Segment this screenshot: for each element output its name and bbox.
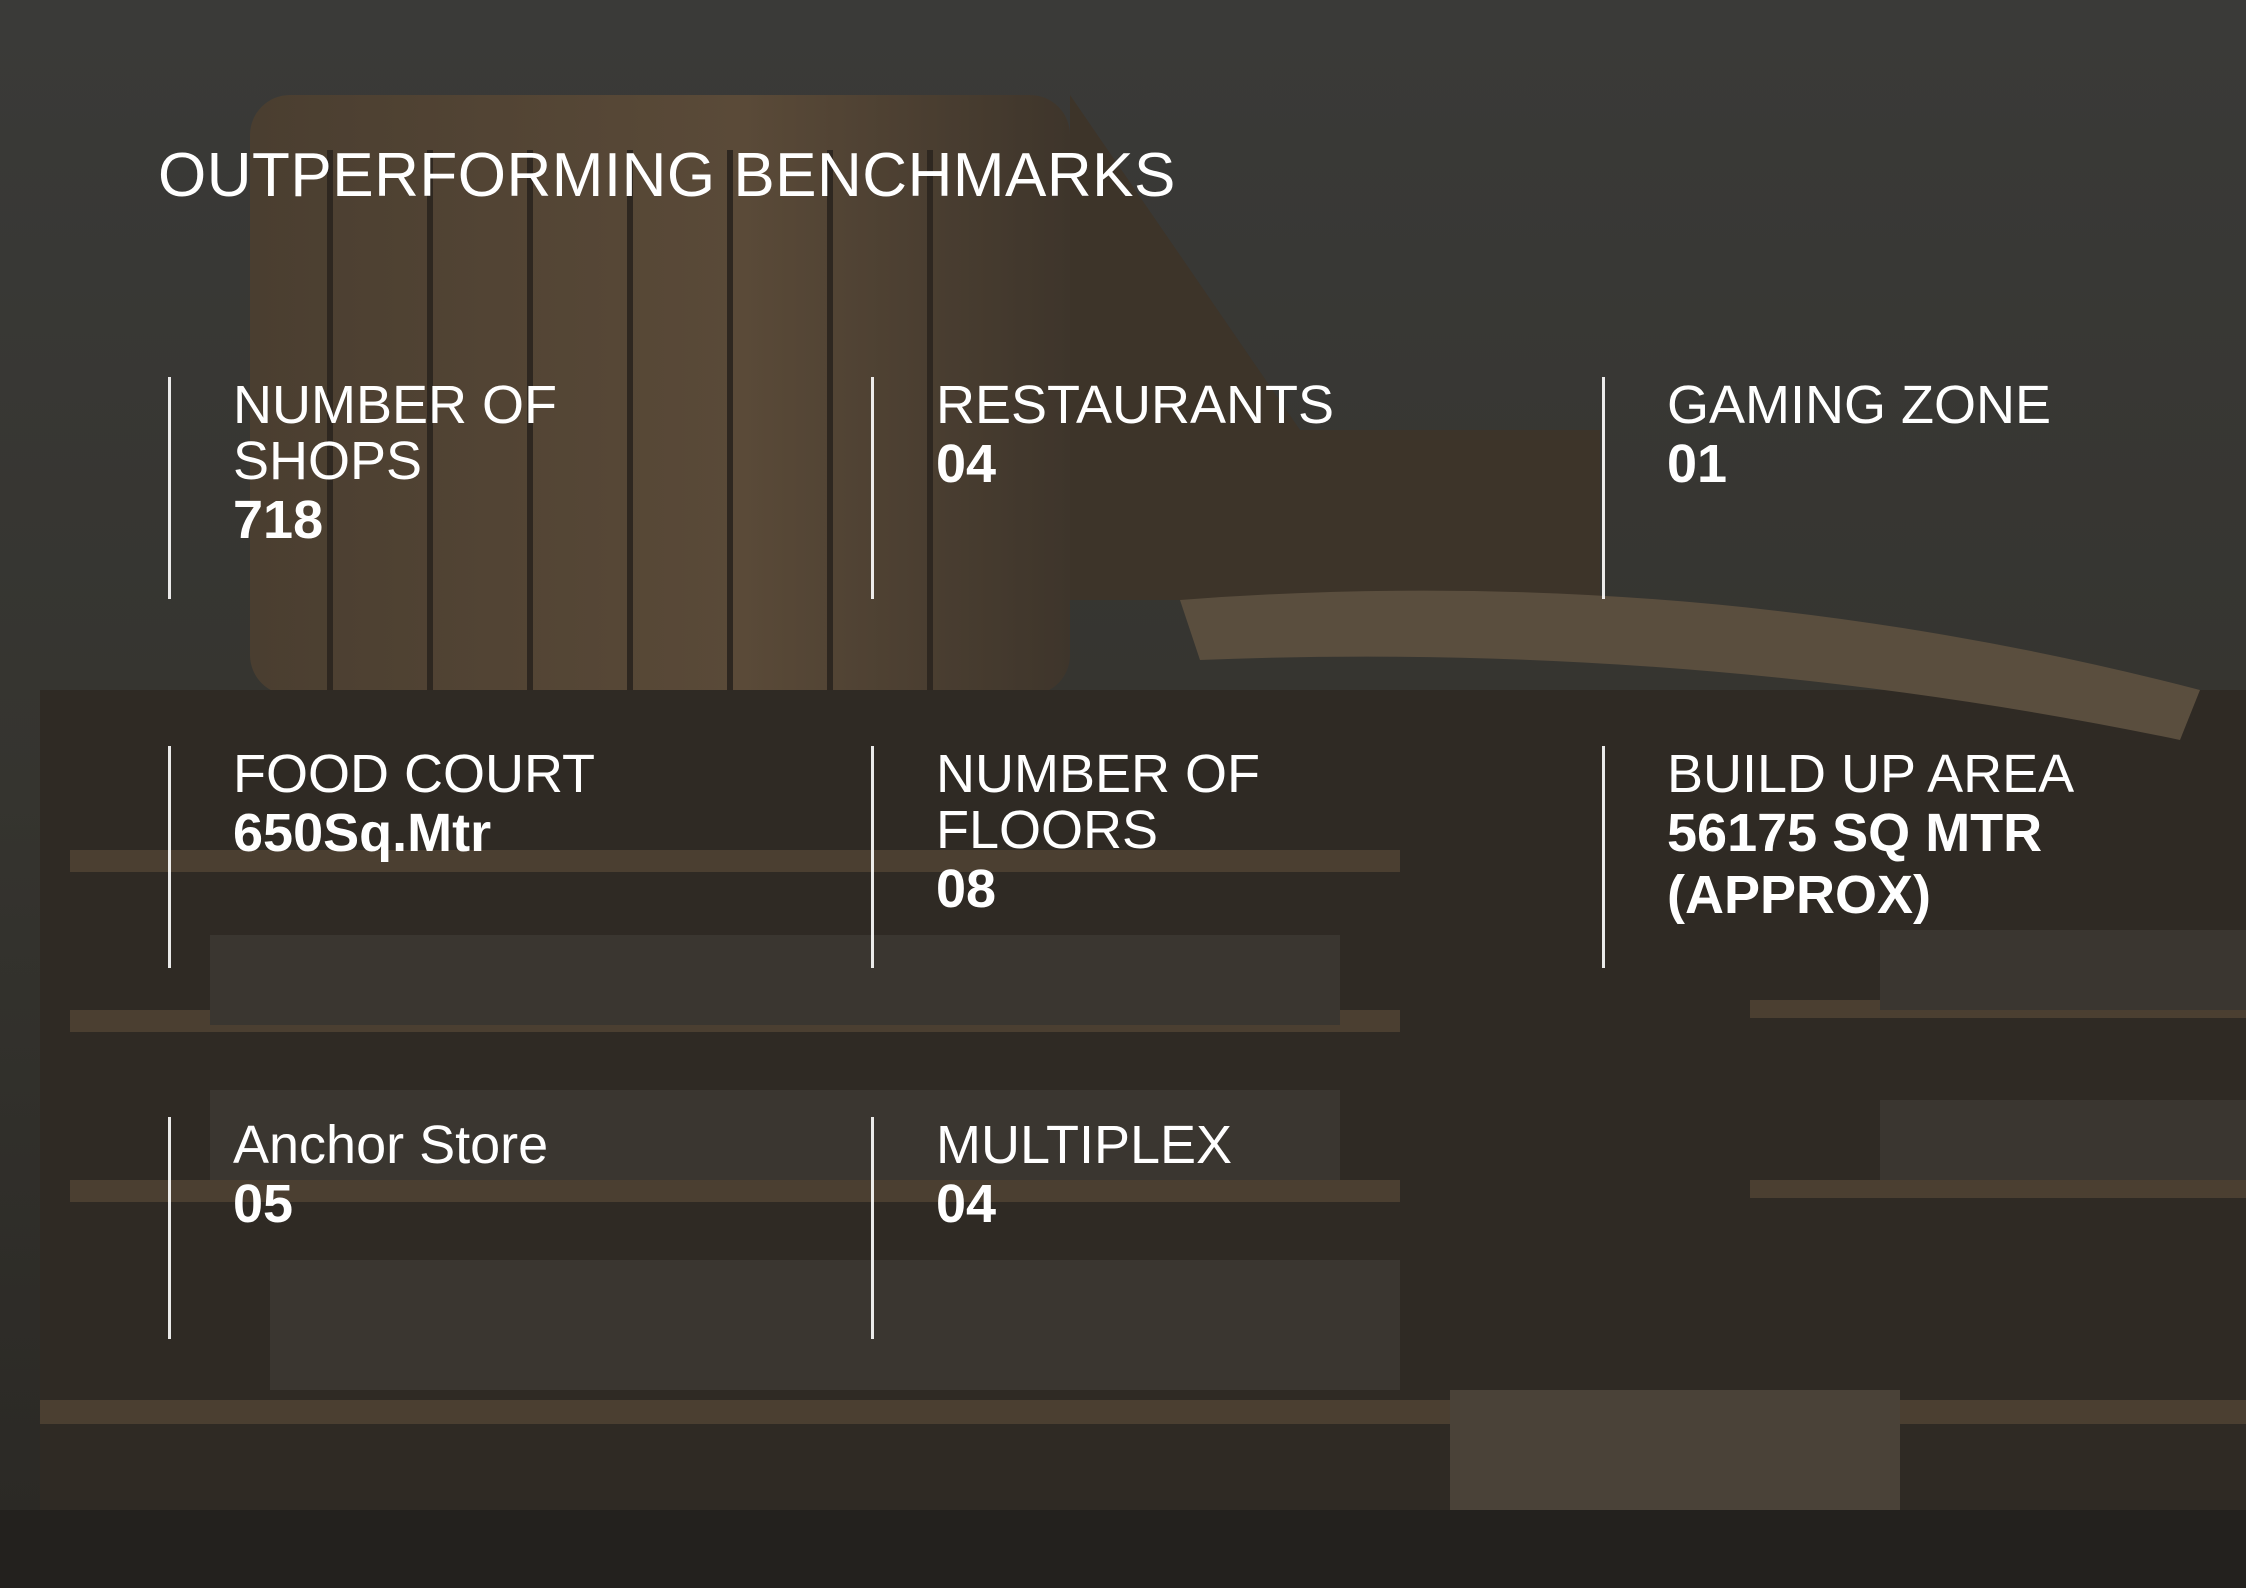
title: OUTPERFORMING BENCHMARKS bbox=[158, 140, 1176, 211]
stat-label: NUMBER OF FLOORS bbox=[936, 744, 1260, 860]
stat-value: 04 bbox=[936, 433, 1376, 495]
stat-label: MULTIPLEX bbox=[936, 1115, 1232, 1175]
stat-value: 56175 SQ MTR (APPROX) bbox=[1667, 802, 2107, 926]
stat-value: 04 bbox=[936, 1173, 1376, 1235]
stat-label: BUILD UP AREA bbox=[1667, 744, 2074, 804]
slide: OUTPERFORMING BENCHMARKS NUMBER OF SHOPS… bbox=[0, 0, 2246, 1588]
stat-label: FOOD COURT bbox=[233, 744, 595, 804]
stat-value: 08 bbox=[936, 858, 1376, 920]
stat-value: 718 bbox=[233, 489, 673, 551]
stat-value: 01 bbox=[1667, 433, 2107, 495]
stat-label: GAMING ZONE bbox=[1667, 375, 2051, 435]
stat-label: Anchor Store bbox=[233, 1115, 548, 1175]
stat-label: RESTAURANTS bbox=[936, 375, 1334, 435]
stat-value: 05 bbox=[233, 1173, 673, 1235]
stat-label: NUMBER OF SHOPS bbox=[233, 375, 557, 491]
stat-value: 650Sq.Mtr bbox=[233, 802, 673, 864]
